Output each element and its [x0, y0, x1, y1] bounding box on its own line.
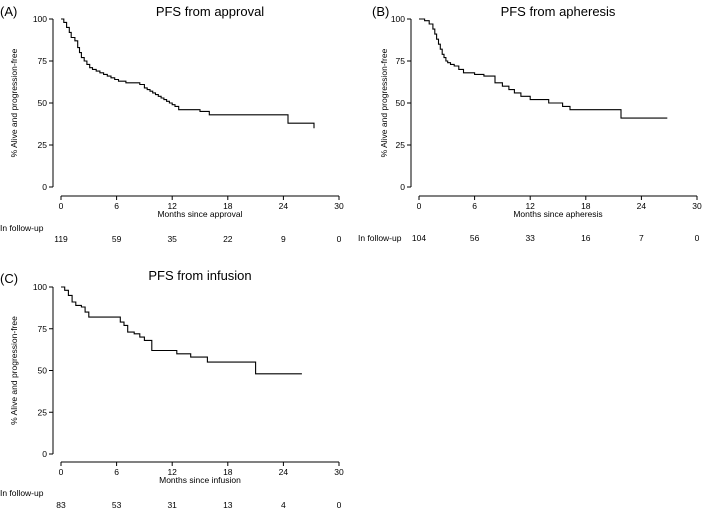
y-tick-label: 50 — [38, 366, 48, 376]
at-risk-count: 9 — [281, 234, 286, 244]
x-axis-title: Months since apheresis — [513, 209, 602, 219]
at-risk-count: 53 — [112, 500, 122, 509]
at-risk-count: 59 — [112, 234, 122, 244]
chart-title: PFS from infusion — [148, 268, 251, 283]
km-survival-curve — [61, 18, 315, 129]
at-risk-count: 0 — [337, 500, 342, 509]
y-tick-label: 75 — [38, 56, 48, 66]
panel-3: (C) PFS from infusion 0 25 50 75 100 0 6 12 18 24 30… — [0, 268, 344, 509]
at-risk-label: In follow-up — [0, 223, 44, 233]
x-axis-title: Months since approval — [157, 209, 242, 219]
y-tick-label: 75 — [396, 56, 406, 66]
y-axis-title: % Alive and progression-free — [379, 48, 389, 157]
at-risk-count: 4 — [281, 500, 286, 509]
at-risk-count: 16 — [581, 233, 591, 243]
y-tick-label: 25 — [38, 140, 48, 150]
at-risk-label: In follow-up — [0, 488, 44, 498]
panel-label: (A) — [0, 4, 17, 19]
x-tick-label: 12 — [525, 201, 535, 211]
x-tick-label: 6 — [114, 467, 119, 477]
at-risk-count: 104 — [412, 233, 426, 243]
y-tick-label: 75 — [38, 324, 48, 334]
at-risk-count: 83 — [56, 500, 66, 509]
at-risk-count: 7 — [639, 233, 644, 243]
y-tick-label: 50 — [396, 98, 406, 108]
x-tick-label: 0 — [59, 467, 64, 477]
at-risk-count: 0 — [337, 234, 342, 244]
at-risk-count: 0 — [695, 233, 700, 243]
y-tick-label: 0 — [42, 182, 47, 192]
y-tick-label: 25 — [38, 407, 48, 417]
x-tick-label: 24 — [637, 201, 647, 211]
x-tick-label: 24 — [279, 467, 289, 477]
y-tick-label: 100 — [391, 14, 405, 24]
x-tick-label: 12 — [167, 201, 177, 211]
at-risk-count: 119 — [54, 234, 68, 244]
at-risk-count: 13 — [223, 500, 233, 509]
panel-2: (B) PFS from apheresis 0 25 50 75 100 0 6 12 18 24 3… — [358, 4, 702, 243]
panel-1: (A) PFS from approval 0 25 50 75 100 0 6 12 18 24 30… — [0, 4, 344, 244]
x-tick-label: 24 — [279, 201, 289, 211]
y-tick-label: 25 — [396, 140, 406, 150]
x-tick-label: 0 — [59, 201, 64, 211]
x-tick-label: 18 — [223, 467, 233, 477]
y-tick-label: 50 — [38, 98, 48, 108]
panel-label: (C) — [0, 271, 18, 286]
y-axis-title: % Alive and progression-free — [9, 48, 19, 157]
x-tick-label: 30 — [334, 201, 344, 211]
at-risk-count: 35 — [167, 234, 177, 244]
at-risk-label: In follow-up — [358, 233, 402, 243]
km-survival-curve — [61, 286, 302, 375]
chart-title: PFS from apheresis — [501, 4, 616, 19]
x-tick-label: 0 — [417, 201, 422, 211]
x-tick-label: 18 — [223, 201, 233, 211]
at-risk-count: 22 — [223, 234, 233, 244]
x-tick-label: 12 — [167, 467, 177, 477]
y-axis-title: % Alive and progression-free — [9, 316, 19, 425]
at-risk-count: 33 — [525, 233, 535, 243]
x-tick-label: 6 — [472, 201, 477, 211]
y-tick-label: 0 — [42, 449, 47, 459]
x-tick-label: 30 — [334, 467, 344, 477]
at-risk-count: 56 — [470, 233, 480, 243]
chart-title: PFS from approval — [156, 4, 264, 19]
y-tick-label: 100 — [33, 14, 47, 24]
x-tick-label: 6 — [114, 201, 119, 211]
km-survival-curve — [419, 18, 668, 119]
x-axis-title: Months since infusion — [159, 475, 241, 485]
panel-label: (B) — [372, 4, 389, 19]
x-tick-label: 30 — [692, 201, 702, 211]
y-tick-label: 0 — [400, 182, 405, 192]
at-risk-count: 31 — [167, 500, 177, 509]
y-tick-label: 100 — [33, 282, 47, 292]
x-tick-label: 18 — [581, 201, 591, 211]
